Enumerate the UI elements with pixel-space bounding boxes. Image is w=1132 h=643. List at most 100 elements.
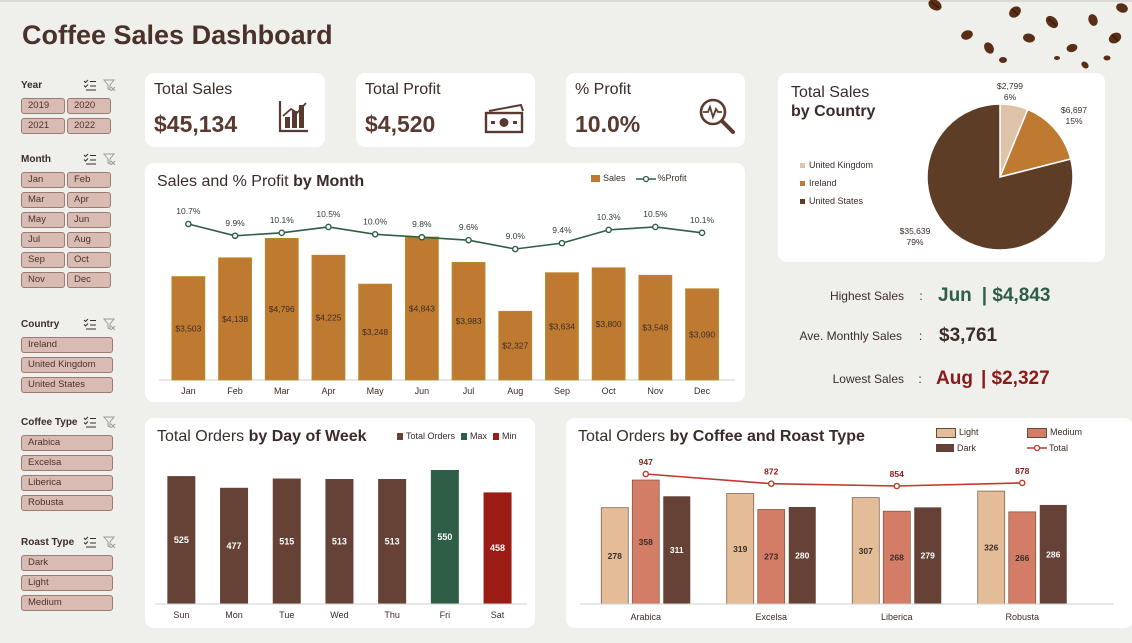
medium-bar-label: 273 xyxy=(764,552,778,562)
month-tick-label: Dec xyxy=(694,386,711,396)
slicer-coffee-type-item[interactable]: Liberica xyxy=(21,475,113,491)
profit-label: 10.3% xyxy=(597,212,622,222)
light-bar xyxy=(600,507,629,605)
weekday-bar-label: 550 xyxy=(437,532,452,542)
clear-filter-icon[interactable] xyxy=(103,536,116,548)
slicer-year-item[interactable]: 2022 xyxy=(67,118,111,134)
profit-label: 10.5% xyxy=(643,209,668,219)
kpi-total-profit: Total Profit $4,520 xyxy=(356,73,535,147)
profit-point xyxy=(325,223,332,231)
month-tick-label: Mar xyxy=(274,386,290,396)
slicer-month-item[interactable]: Jun xyxy=(67,212,111,228)
profit-point xyxy=(185,220,192,228)
dark-bar-label: 279 xyxy=(921,551,935,561)
multi-select-icon[interactable] xyxy=(83,536,96,548)
slicer-country-item[interactable]: Ireland xyxy=(21,337,113,353)
kpi-total-profit-label: Total Profit xyxy=(365,81,441,98)
slicer-month-item[interactable]: Apr xyxy=(67,192,111,208)
coffee-tick-label: Liberica xyxy=(881,612,913,622)
slicer-month-item[interactable]: Feb xyxy=(67,172,111,188)
slicer-roast-type-item[interactable]: Dark xyxy=(21,555,113,571)
profit-label: 10.1% xyxy=(690,215,715,225)
slicer-coffee-type-item[interactable]: Arabica xyxy=(21,435,113,451)
light-bar-label: 326 xyxy=(984,543,998,553)
slicer-country-label: Country xyxy=(21,318,60,330)
slicer-month-item[interactable]: Sep xyxy=(21,252,65,268)
profit-label: 9.6% xyxy=(459,222,479,232)
multi-select-icon[interactable] xyxy=(83,416,96,428)
slicer-month-item[interactable]: Nov xyxy=(21,272,65,288)
total-label: 947 xyxy=(639,457,653,467)
slicer-month-item[interactable]: Jul xyxy=(21,232,65,248)
clear-filter-icon[interactable] xyxy=(103,318,116,330)
weekday-chart-card: Total Orders by Day of Week Total Orders… xyxy=(145,418,535,628)
sales-bar xyxy=(311,254,346,381)
pie-value-label: $35,639 xyxy=(900,226,931,236)
profit-label: 9.0% xyxy=(506,231,526,241)
profit-label: 10.1% xyxy=(270,215,295,225)
dark-bar xyxy=(1039,504,1067,604)
magnifier-pulse-icon xyxy=(699,98,735,134)
light-bar-label: 319 xyxy=(733,544,747,554)
legend-ireland: Ireland xyxy=(800,174,873,192)
total-point xyxy=(767,480,775,487)
profit-label: 10.7% xyxy=(176,206,201,216)
weekday-bar-label: 458 xyxy=(490,543,505,553)
coffee-tick-label: Arabica xyxy=(630,612,661,622)
clear-filter-icon[interactable] xyxy=(103,416,116,428)
slicer-coffee-type-item[interactable]: Robusta xyxy=(21,495,113,511)
profit-line xyxy=(188,223,703,250)
pie-value-label: $2,799 xyxy=(997,81,1023,91)
dark-bar xyxy=(914,507,942,604)
month-tick-label: Sep xyxy=(554,386,570,396)
slicer-year-item[interactable]: 2020 xyxy=(67,98,111,114)
pie-value-label: $6,697 xyxy=(1061,105,1087,115)
coffee-roast-chart-title: Total Orders by Coffee and Roast Type xyxy=(578,428,865,445)
weekday-chart-title: Total Orders by Day of Week xyxy=(157,428,367,445)
legend-min: Min xyxy=(493,431,517,441)
multi-select-icon[interactable] xyxy=(83,79,96,91)
weekday-bar-label: 515 xyxy=(279,536,294,546)
legend-united-states: United States xyxy=(800,192,873,210)
slicer-month-item[interactable]: Aug xyxy=(67,232,111,248)
slicer-coffee-type-item[interactable]: Excelsa xyxy=(21,455,113,471)
clear-filter-icon[interactable] xyxy=(103,79,116,91)
coffee-tick-label: Robusta xyxy=(1005,612,1039,622)
slicer-year-item[interactable]: 2019 xyxy=(21,98,65,114)
kpi-total-profit-value: $4,520 xyxy=(365,111,436,137)
stat-average-label: Ave. Monthly Sales xyxy=(799,329,903,343)
stat-lowest-month: Aug xyxy=(936,368,973,389)
multi-select-icon[interactable] xyxy=(83,318,96,330)
slicer-month-item[interactable]: Mar xyxy=(21,192,65,208)
weekday-tick-label: Mon xyxy=(225,610,243,620)
sales-bar xyxy=(171,276,206,381)
dark-bar-label: 311 xyxy=(670,545,684,555)
sales-bar-label: $4,138 xyxy=(222,314,248,324)
clear-filter-icon[interactable] xyxy=(103,153,116,165)
medium-bar xyxy=(757,509,786,605)
weekday-chart-legend: Total Orders Max Min xyxy=(397,431,517,441)
weekday-bar xyxy=(483,492,512,604)
legend-dark: Dark xyxy=(936,443,1027,453)
slicer-country-item[interactable]: United Kingdom xyxy=(21,357,113,373)
stat-average-value: $3,761 xyxy=(939,325,998,346)
sales-bar xyxy=(545,272,579,381)
slicer-month-item[interactable]: May xyxy=(21,212,65,228)
stat-average-colon: : xyxy=(918,329,923,343)
slicer-month-item[interactable]: Dec xyxy=(67,272,111,288)
legend-medium: Medium xyxy=(1027,427,1107,438)
weekday-chart-plot: 525 Sun 477 Mon 515 Tue 513 Wed 513 Thu 550 Fri 458 S… xyxy=(155,470,527,620)
total-point xyxy=(1018,479,1026,487)
slicer-roast-type-item[interactable]: Light xyxy=(21,575,113,591)
multi-select-icon[interactable] xyxy=(83,153,96,165)
slicer-roast-type-item[interactable]: Medium xyxy=(21,595,113,611)
sales-bar xyxy=(638,274,673,381)
slicer-year-item[interactable]: 2021 xyxy=(21,118,65,134)
sales-bar xyxy=(264,237,299,381)
slicer-year: Year 2019 2020 2021 2022 xyxy=(21,78,116,134)
slicer-country-item[interactable]: United States xyxy=(21,377,113,393)
slicer-month-item[interactable]: Jan xyxy=(21,172,65,188)
slicer-month-item[interactable]: Oct xyxy=(67,252,111,268)
weekday-tick-label: Tue xyxy=(279,610,294,620)
profit-label: 10.5% xyxy=(316,209,341,219)
